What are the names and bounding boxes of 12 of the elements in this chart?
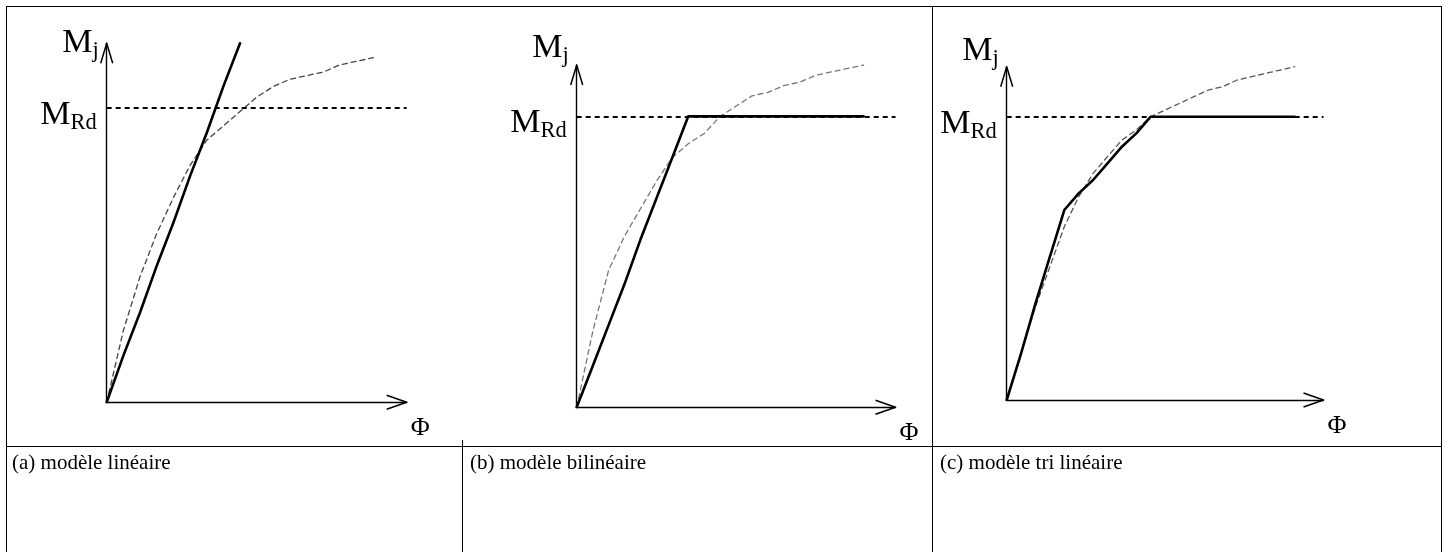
x-axis-title: Φ xyxy=(1327,410,1347,439)
y-axis-title: M$_{j}$ xyxy=(62,22,99,62)
x-axis-title: Φ xyxy=(410,412,430,442)
text: (a) modèle linéaire xyxy=(12,450,171,476)
text: (c) modèle tri linéaire xyxy=(940,450,1123,476)
y-axis-title: M$_{j}$ xyxy=(962,30,999,70)
x-axis-title: Φ xyxy=(899,417,919,447)
ref-line-label: M$_{Rd}$ xyxy=(940,102,997,143)
ref-line-label: M$_{Rd}$ xyxy=(510,102,567,143)
y-axis-title: M$_{j}$ xyxy=(532,27,569,67)
ref-line-label: M$_{Rd}$ xyxy=(40,93,97,134)
text: (b) modèle bilinéaire xyxy=(470,450,647,476)
